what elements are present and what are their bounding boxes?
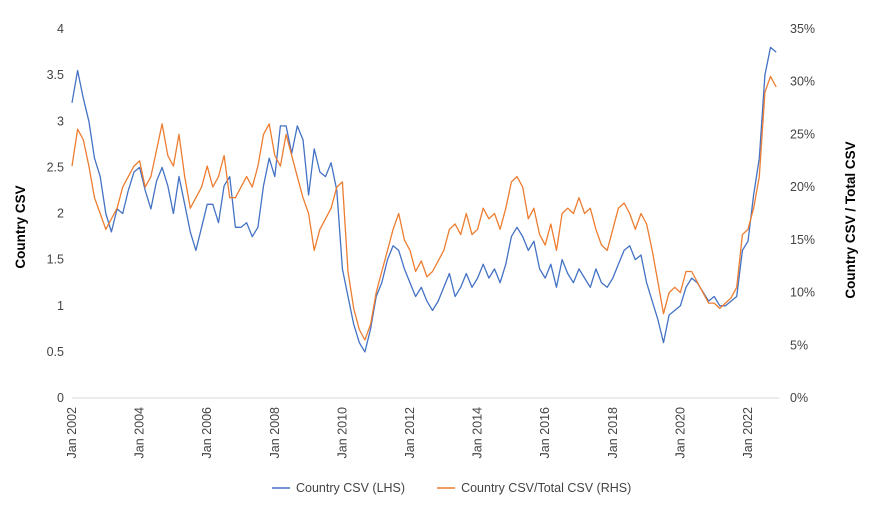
right-tick-label: 20% [790, 180, 815, 194]
left-tick-label: 3.5 [47, 68, 64, 82]
right-tick-label: 30% [790, 75, 815, 89]
left-axis-ticks: 0 0.5 1 1.5 2 2.5 3 3.5 4 [47, 22, 64, 405]
x-tick-label: Jan 2016 [538, 407, 552, 458]
x-tick-label: Jan 2022 [741, 407, 755, 458]
left-tick-label: 1.5 [47, 253, 64, 267]
x-tick-label: Jan 2008 [268, 407, 282, 458]
x-tick-label: Jan 2018 [606, 407, 620, 458]
right-tick-label: 10% [790, 286, 815, 300]
right-tick-label: 35% [790, 22, 815, 36]
x-tick-label: Jan 2010 [335, 407, 349, 458]
legend-label: Country CSV (LHS) [296, 481, 405, 495]
series-lines [71, 46, 777, 353]
legend: Country CSV (LHS) Country CSV/Total CSV (… [272, 481, 631, 495]
legend-item: Country CSV (LHS) [272, 481, 405, 495]
right-tick-label: 0% [790, 391, 808, 405]
left-tick-label: 0.5 [47, 345, 64, 359]
left-tick-label: 3 [57, 114, 64, 128]
right-axis-title: Country CSV / Total CSV [843, 141, 858, 298]
left-tick-label: 2.5 [47, 160, 64, 174]
left-tick-label: 0 [57, 391, 64, 405]
x-tick-label: Jan 2002 [65, 407, 79, 458]
x-tick-label: Jan 2020 [673, 407, 687, 458]
x-tick-label: Jan 2012 [403, 407, 417, 458]
legend-item: Country CSV/Total CSV (RHS) [437, 481, 631, 495]
series-line-ratio-rhs [71, 75, 777, 341]
series-line-country-csv-lhs [71, 46, 777, 353]
legend-label: Country CSV/Total CSV (RHS) [461, 481, 631, 495]
right-tick-label: 5% [790, 338, 808, 352]
x-tick-label: Jan 2014 [471, 407, 485, 458]
right-tick-label: 25% [790, 127, 815, 141]
right-axis-ticks: 0% 5% 10% 15% 20% 25% 30% 35% [790, 22, 815, 405]
left-axis-title: Country CSV [13, 185, 28, 268]
left-tick-label: 2 [57, 207, 64, 221]
left-tick-label: 1 [57, 299, 64, 313]
x-axis-ticks: Jan 2002 Jan 2004 Jan 2006 Jan 2008 Jan 2010… [65, 407, 755, 458]
x-tick-label: Jan 2004 [133, 407, 147, 458]
right-tick-label: 15% [790, 233, 815, 247]
x-tick-label: Jan 2006 [200, 407, 214, 458]
left-tick-label: 4 [57, 22, 64, 36]
